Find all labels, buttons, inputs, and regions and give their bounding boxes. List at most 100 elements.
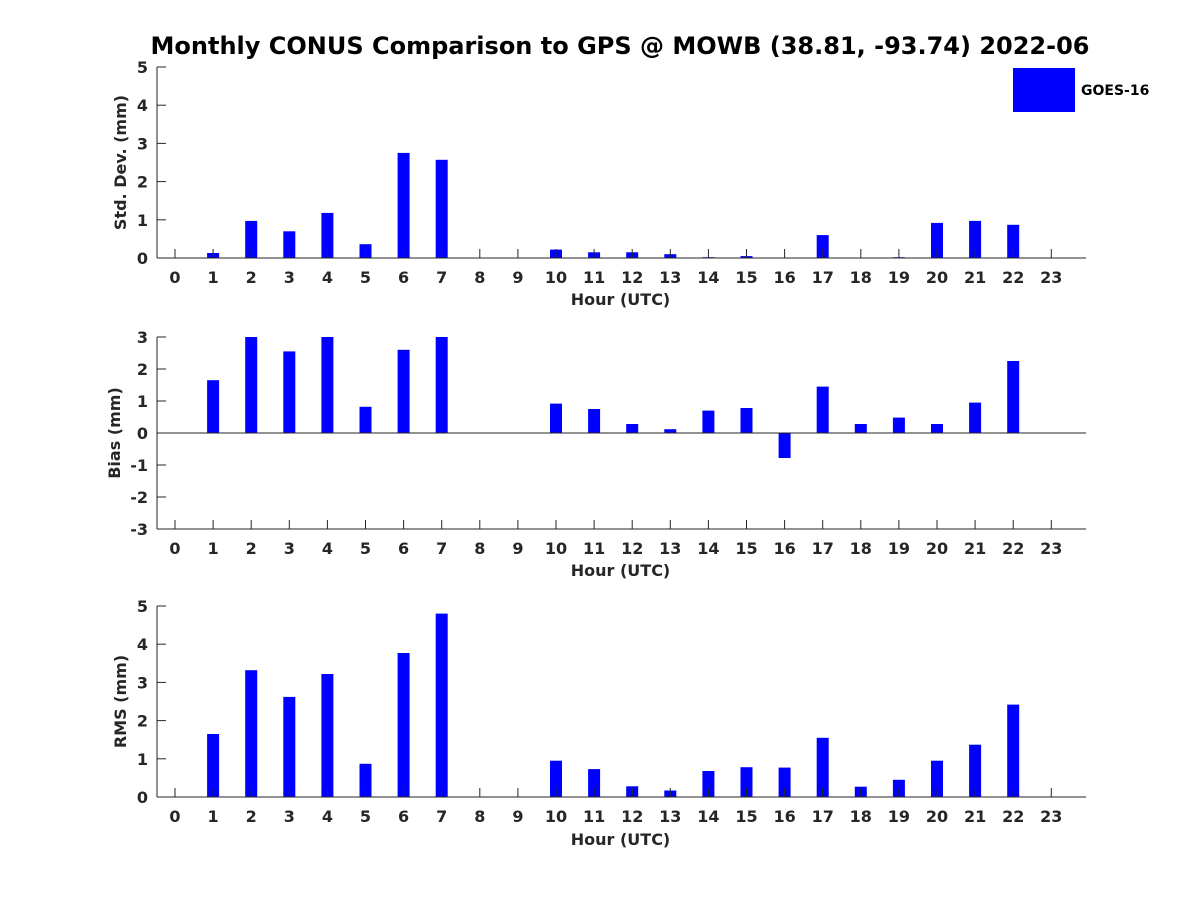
rms-bar-7 [435, 613, 448, 797]
bias-bar-18 [854, 424, 867, 433]
stddev-bar-3 [283, 231, 296, 258]
rms-ytick-label-4: 4 [137, 635, 148, 654]
stddev-xtick-label-12: 12 [621, 268, 643, 287]
rms-bar-11 [588, 769, 601, 797]
bias-ytick-label--3: -3 [130, 520, 148, 539]
rms-xtick-label-9: 9 [512, 807, 523, 826]
bias-bar-11 [588, 409, 601, 433]
rms-bar-1 [207, 734, 220, 797]
bias-bar-22 [1007, 361, 1020, 433]
bias-xtick-label-3: 3 [284, 539, 295, 558]
rms-ytick-label-2: 2 [137, 712, 148, 731]
bias-ytick-label-1: 1 [137, 392, 148, 411]
bias-bar-2 [245, 337, 258, 433]
rms-xlabel: Hour (UTC) [571, 830, 671, 849]
chart-title: Monthly CONUS Comparison to GPS @ MOWB (… [151, 32, 1090, 60]
bias-bar-6 [397, 349, 410, 433]
rms-xtick-label-15: 15 [735, 807, 757, 826]
rms-xtick-label-8: 8 [474, 807, 485, 826]
rms-xtick-label-18: 18 [850, 807, 872, 826]
legend-swatch [1013, 68, 1075, 112]
rms-bar-3 [283, 696, 296, 797]
stddev-ytick-label-1: 1 [137, 211, 148, 230]
bias-bar-17 [816, 386, 829, 433]
bias-xtick-label-0: 0 [169, 539, 180, 558]
rms-xtick-label-5: 5 [360, 807, 371, 826]
stddev-xtick-label-23: 23 [1040, 268, 1062, 287]
rms-xtick-label-21: 21 [964, 807, 986, 826]
stddev-xtick-label-9: 9 [512, 268, 523, 287]
bias-xtick-label-5: 5 [360, 539, 371, 558]
stddev-xtick-label-20: 20 [926, 268, 948, 287]
bias-bar-15 [740, 408, 753, 433]
stddev-xtick-label-0: 0 [169, 268, 180, 287]
legend: GOES-16 [1013, 68, 1149, 112]
bias-xtick-label-21: 21 [964, 539, 986, 558]
bias-bar-14 [702, 410, 715, 433]
bias-xtick-label-9: 9 [512, 539, 523, 558]
rms-xtick-label-13: 13 [659, 807, 681, 826]
legend-label: GOES-16 [1081, 83, 1149, 99]
bias-ytick-label--2: -2 [130, 488, 148, 507]
stddev-xtick-label-3: 3 [284, 268, 295, 287]
stddev-xtick-label-19: 19 [888, 268, 910, 287]
rms-xtick-label-14: 14 [697, 807, 719, 826]
rms-bar-14 [702, 771, 715, 797]
bias-bar-5 [359, 406, 372, 433]
bias-xtick-label-11: 11 [583, 539, 605, 558]
rms-xtick-label-1: 1 [208, 807, 219, 826]
rms-xtick-label-12: 12 [621, 807, 643, 826]
stddev-ytick-label-3: 3 [137, 134, 148, 153]
rms-xtick-label-2: 2 [246, 807, 257, 826]
rms-xtick-label-6: 6 [398, 807, 409, 826]
bias-xtick-label-17: 17 [812, 539, 834, 558]
rms-xtick-label-0: 0 [169, 807, 180, 826]
stddev-xtick-label-16: 16 [773, 268, 795, 287]
bias-xtick-label-12: 12 [621, 539, 643, 558]
bias-xtick-label-7: 7 [436, 539, 447, 558]
stddev-ylabel: Std. Dev. (mm) [111, 95, 130, 230]
bias-ytick-label-2: 2 [137, 360, 148, 379]
stddev-ytick-label-4: 4 [137, 96, 148, 115]
stddev-xtick-label-21: 21 [964, 268, 986, 287]
stddev-bar-4 [321, 212, 334, 258]
rms-bar-10 [550, 760, 562, 797]
bias-xtick-label-23: 23 [1040, 539, 1062, 558]
bias-bar-19 [892, 417, 905, 433]
rms-bar-5 [359, 763, 372, 797]
rms-bar-2 [245, 670, 258, 797]
stddev-xtick-label-15: 15 [735, 268, 757, 287]
rms-xtick-label-17: 17 [812, 807, 834, 826]
bias-xtick-label-15: 15 [735, 539, 757, 558]
stddev-xtick-label-14: 14 [697, 268, 719, 287]
stddev-bar-22 [1007, 224, 1020, 258]
rms-bar-15 [740, 767, 753, 797]
bias-ytick-label-0: 0 [137, 424, 148, 443]
rms-bar-22 [1007, 704, 1020, 797]
bias-bar-16 [778, 433, 791, 458]
stddev-xtick-label-2: 2 [246, 268, 257, 287]
bias-bar-7 [435, 337, 448, 433]
bias-bar-4 [321, 337, 334, 433]
bias-xtick-label-14: 14 [697, 539, 719, 558]
stddev-xtick-label-22: 22 [1002, 268, 1024, 287]
rms-bar-4 [321, 674, 334, 797]
rms-xtick-label-20: 20 [926, 807, 948, 826]
rms-xtick-label-3: 3 [284, 807, 295, 826]
stddev-xtick-label-5: 5 [360, 268, 371, 287]
bias-xlabel: Hour (UTC) [571, 561, 671, 580]
rms-bar-17 [816, 737, 829, 797]
stddev-xtick-label-8: 8 [474, 268, 485, 287]
bias-xtick-label-13: 13 [659, 539, 681, 558]
stddev-xtick-label-10: 10 [545, 268, 567, 287]
bias-ytick-label--1: -1 [130, 456, 148, 475]
stddev-bar-2 [245, 220, 258, 258]
rms-ytick-label-0: 0 [137, 788, 148, 807]
bias-xtick-label-1: 1 [208, 539, 219, 558]
rms-ytick-label-3: 3 [137, 673, 148, 692]
rms-bar-20 [931, 760, 943, 797]
